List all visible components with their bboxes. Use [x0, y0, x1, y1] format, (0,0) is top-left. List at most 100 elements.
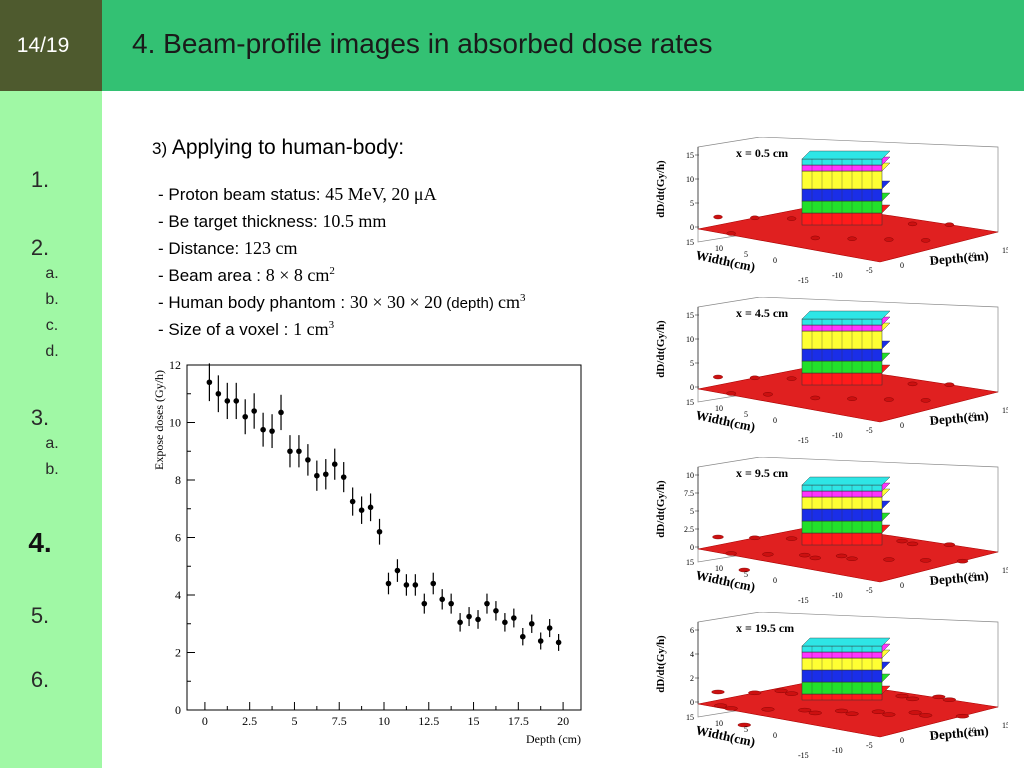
floor-voxel: [908, 710, 922, 715]
z-tick-label: 10: [686, 471, 694, 480]
width-tick-label: 0: [773, 576, 777, 585]
width-tick-label: 5: [744, 725, 748, 734]
data-point: [421, 600, 428, 607]
width-tick-label: 0: [773, 731, 777, 740]
slide-title-number: 4.: [132, 28, 156, 59]
page-number: 14/19: [16, 34, 70, 57]
floor-voxel: [944, 222, 954, 227]
profile-title: x = 9.5 cm: [736, 466, 788, 480]
x-tick-label: 20: [557, 714, 569, 728]
floor-voxel: [748, 690, 762, 696]
data-point: [296, 448, 302, 455]
data-point: [251, 408, 257, 414]
depth-tick-label: -10: [832, 431, 843, 440]
x-tick-label: 7.5: [332, 714, 347, 728]
floor-voxel: [907, 381, 918, 387]
title-bar: 4. Beam-profile images in absorbed dose …: [102, 0, 1024, 91]
sidebar-subitem-2a[interactable]: a.: [45, 265, 59, 282]
width-tick-label: 0: [773, 256, 777, 265]
data-point: [394, 567, 401, 574]
sidebar-item-5[interactable]: 5.: [30, 603, 50, 628]
sidebar-subitem-2b[interactable]: b.: [45, 291, 59, 308]
data-point: [349, 498, 356, 505]
sidebar-subitem-3b[interactable]: b.: [45, 461, 59, 478]
z-axis-label: dD/dt(Gy/h): [655, 480, 667, 538]
param-value: 123 cm: [243, 238, 298, 258]
floor-voxel: [808, 710, 822, 716]
floor-voxel: [726, 231, 736, 236]
z-tick-label: 5: [690, 199, 694, 208]
width-tick-label: 15: [686, 398, 694, 407]
data-point: [475, 616, 481, 623]
x-tick-label: 15: [468, 714, 480, 728]
floor-voxel: [810, 235, 820, 241]
depth-axis-label: Depth(cm): [929, 723, 989, 743]
depth-tick-label: -10: [832, 591, 843, 600]
x-tick-label: 17.5: [508, 714, 529, 728]
z-tick-label: 4: [690, 650, 694, 659]
depth-tick-label: -15: [798, 751, 809, 760]
data-point: [340, 474, 347, 480]
floor-voxel: [932, 694, 946, 700]
depth-tick-label: 15: [1002, 566, 1008, 575]
sidebar-item-3[interactable]: 3.: [30, 405, 50, 430]
depth-tick-label: 15: [1002, 406, 1008, 415]
width-tick-label: 5: [744, 570, 748, 579]
sidebar-subitem-3a[interactable]: a.: [45, 435, 59, 452]
sidebar-item-1[interactable]: 1.: [30, 167, 50, 192]
page-number-box: 14/19: [0, 0, 102, 91]
param-phantom: - Human body phantom : 30 × 30 × 20 (dep…: [158, 292, 526, 313]
floor-voxel: [834, 708, 849, 714]
depth-tick-label: 0: [900, 581, 904, 590]
y-tick-label: 12: [169, 358, 181, 372]
sidebar-item-4-active[interactable]: 4.: [28, 527, 52, 558]
depth-axis-label: Depth(cm): [929, 408, 989, 428]
floor-voxel: [809, 555, 821, 561]
sidebar-subitem-2c[interactable]: c.: [45, 317, 59, 334]
floor-voxel: [919, 713, 933, 718]
param-label: - Beam area :: [158, 266, 266, 285]
data-point: [206, 379, 213, 386]
sidebar-item-2[interactable]: 2.: [30, 235, 50, 260]
param-superscript: 3: [328, 319, 335, 331]
depth-tick-label: 0: [900, 421, 904, 430]
z-axis-label: dD/dt(Gy/h): [655, 635, 667, 693]
sidebar-item-6[interactable]: 6.: [30, 667, 50, 692]
z-tick-label: 2.5: [684, 525, 694, 534]
depth-tick-label: -15: [798, 276, 809, 285]
param-superscript: 2: [329, 265, 335, 277]
depth-tick-label: -5: [866, 741, 873, 750]
param-label: - Human body phantom :: [158, 293, 350, 312]
data-point: [430, 580, 437, 587]
floor-voxel: [799, 552, 811, 558]
floor-voxel: [749, 535, 761, 541]
floor-voxel: [884, 237, 894, 242]
floor-voxel: [785, 536, 798, 541]
floor-voxel: [895, 693, 909, 699]
floor-voxel: [798, 707, 812, 713]
floor-voxel: [883, 557, 895, 562]
data-point: [224, 398, 231, 404]
floor-voxel: [907, 221, 918, 227]
data-point: [457, 619, 463, 626]
depth-tick-label: 0: [900, 736, 904, 745]
z-tick-label: 7.5: [684, 489, 694, 498]
width-tick-label: 15: [686, 713, 694, 722]
width-tick-label: 15: [686, 238, 694, 247]
sidebar-subitem-2d[interactable]: d.: [45, 343, 59, 360]
x-tick-label: 12.5: [418, 714, 439, 728]
param-superscript: 3: [520, 292, 526, 304]
depth-tick-label: -5: [866, 426, 873, 435]
dose-layer-top: [801, 150, 891, 160]
data-point: [385, 580, 392, 587]
depth-tick-label: -10: [832, 746, 843, 755]
floor-voxel: [896, 538, 908, 544]
param-proton-beam: - Proton beam status: 45 MeV, 20 μA: [158, 184, 437, 205]
data-point: [260, 426, 266, 433]
floor-voxel: [712, 534, 724, 540]
param-value: 30 × 30 × 20: [349, 292, 443, 312]
param-beam-area: - Beam area : 8 × 8 cm2: [158, 265, 335, 286]
